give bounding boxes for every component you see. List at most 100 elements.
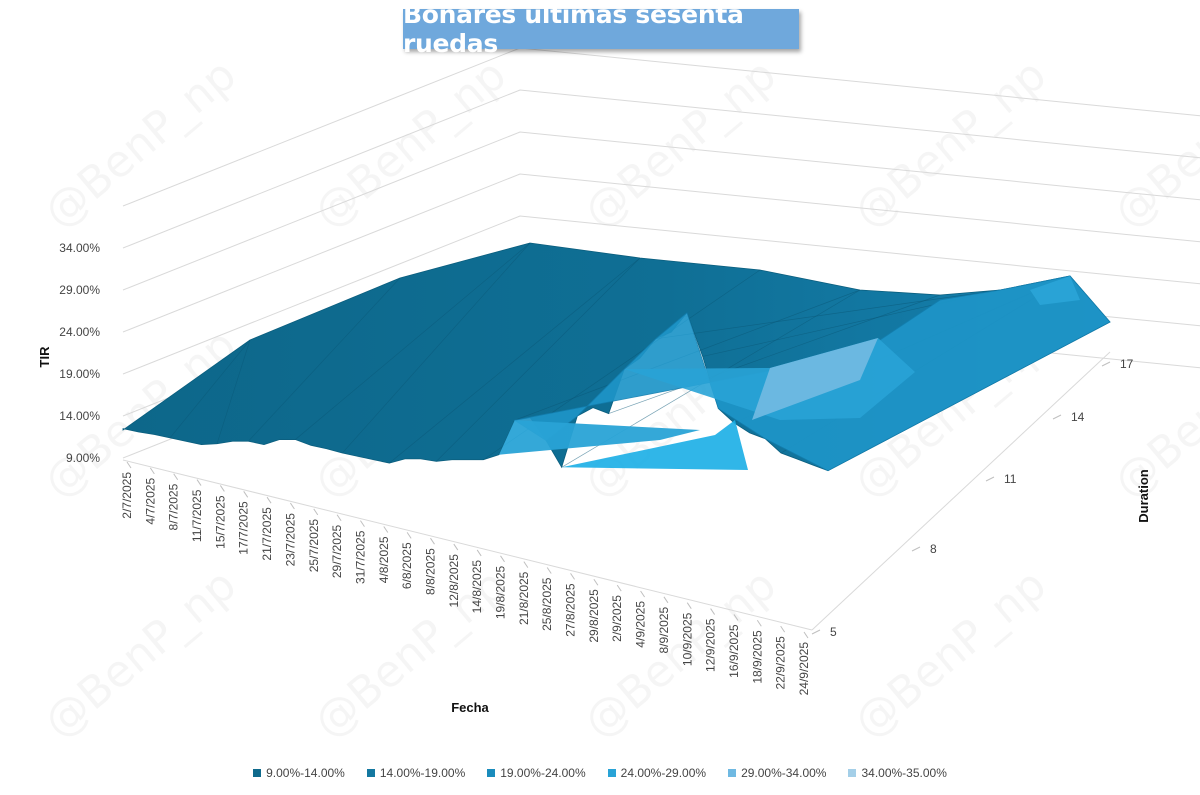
- chart-legend: 9.00%-14.00% 14.00%-19.00% 19.00%-24.00% 24…: [0, 766, 1200, 780]
- fecha-tick-mark: [523, 561, 529, 568]
- chart-title-box: Bonares últimas sesenta ruedas: [403, 0, 799, 58]
- duration-axis-title: Duration: [1136, 469, 1151, 523]
- fecha-tick-mark: [149, 467, 155, 475]
- fecha-axis-line: [122, 459, 813, 631]
- fecha-tick-label: 23/7/2025: [283, 513, 297, 567]
- fecha-tick-mark: [360, 520, 365, 527]
- surface-peak-band: [561, 420, 748, 470]
- fecha-tick-label: 24/9/2025: [797, 642, 811, 696]
- legend-swatch: [253, 769, 262, 777]
- fecha-tick-mark: [173, 473, 179, 481]
- duration-axis-line: [811, 351, 1111, 631]
- duration-tick-mark: [985, 476, 995, 482]
- fecha-tick-label: 29/7/2025: [330, 524, 344, 578]
- fecha-tick-mark: [313, 508, 319, 516]
- fecha-tick-mark: [266, 496, 272, 504]
- duration-tick-mark: [1052, 414, 1062, 420]
- watermark-text: @BenP_np: [1104, 49, 1200, 238]
- duration-tick-mark: [911, 546, 921, 552]
- surface-ridge: [342, 242, 531, 454]
- fecha-tick-mark: [500, 555, 505, 563]
- fecha-tick-label: 22/9/2025: [774, 636, 788, 690]
- surface-peak-band: [1030, 276, 1080, 305]
- fecha-tick-mark: [616, 584, 622, 592]
- duration-axis-ticks: 5 8 11 14 17: [811, 351, 1134, 639]
- surface-ridge: [169, 339, 251, 439]
- fecha-tick-mark: [780, 625, 786, 633]
- fecha-tick-label: 29/8/2025: [587, 589, 601, 643]
- legend-swatch: [487, 769, 496, 777]
- fecha-tick-mark: [406, 532, 412, 539]
- legend-label: 9.00%-14.00%: [266, 766, 345, 780]
- watermark-text: @BenP_np: [304, 49, 516, 238]
- surface-ridge: [216, 339, 251, 444]
- legend-label: 34.00%-35.00%: [861, 766, 947, 780]
- duration-tick-label: 11: [1004, 472, 1017, 486]
- watermark-text: @BenP_np: [34, 559, 246, 748]
- duration-tick-label: 5: [830, 625, 837, 639]
- duration-tick-label: 14: [1071, 410, 1085, 424]
- surface-ridge: [389, 257, 641, 464]
- fecha-tick-mark: [243, 491, 249, 498]
- watermark-text: @BenP_np: [844, 559, 1056, 748]
- duration-tick-label: 8: [930, 542, 937, 556]
- gridline: [122, 215, 1200, 375]
- legend-item: 19.00%-24.00%: [487, 766, 586, 780]
- fecha-tick-mark: [756, 619, 762, 627]
- legend-item: 9.00%-14.00%: [253, 766, 345, 780]
- surface-ridge: [248, 277, 401, 442]
- fecha-tick-label: 4/8/2025: [377, 536, 391, 583]
- tir-axis-title: TIR: [37, 346, 52, 368]
- fecha-tick-mark: [546, 567, 552, 574]
- fecha-tick-label: 31/7/2025: [353, 530, 367, 584]
- surface-ridge: [608, 294, 941, 414]
- fecha-tick-label: 8/9/2025: [657, 607, 671, 654]
- surface-ridge: [436, 257, 641, 462]
- fecha-tick-label: 21/7/2025: [260, 507, 274, 561]
- chart-title: Bonares últimas sesenta ruedas: [403, 0, 744, 58]
- fecha-tick-label: 2/9/2025: [610, 595, 624, 642]
- tir-tick-label: 9.00%: [66, 451, 100, 465]
- fecha-tick-mark: [593, 578, 599, 586]
- fecha-tick-label: 27/8/2025: [564, 583, 578, 637]
- duration-tick-label: 17: [1120, 357, 1134, 371]
- legend-label: 14.00%-19.00%: [379, 766, 466, 780]
- fecha-tick-label: 25/7/2025: [307, 519, 321, 573]
- fecha-tick-label: 2/7/2025: [120, 472, 134, 519]
- fecha-tick-label: 6/8/2025: [400, 542, 414, 589]
- tir-tick-label: 24.00%: [59, 325, 100, 339]
- fecha-tick-label: 11/7/2025: [190, 489, 204, 542]
- tir-tick-label: 14.00%: [59, 409, 100, 423]
- legend-item: 24.00%-29.00%: [607, 766, 706, 780]
- legend-item: 14.00%-19.00%: [366, 766, 466, 780]
- fecha-axis-title: Fecha: [451, 700, 489, 715]
- fecha-tick-mark: [196, 479, 202, 486]
- legend-item: 29.00%-34.00%: [728, 766, 826, 780]
- fecha-tick-label: 8/7/2025: [167, 483, 181, 530]
- fecha-tick-mark: [640, 590, 646, 598]
- fecha-tick-label: 17/7/2025: [237, 501, 251, 555]
- legend-swatch: [607, 769, 616, 777]
- surface-peak-band: [499, 420, 700, 455]
- fecha-tick-label: 18/9/2025: [750, 630, 764, 684]
- watermark-text: @BenP_np: [34, 49, 246, 238]
- fecha-tick-label: 21/8/2025: [517, 571, 531, 625]
- tir-axis-ticks: 9.00% 14.00% 19.00% 24.00% 29.00% 34.00%: [59, 241, 100, 465]
- fecha-tick-label: 14/8/2025: [470, 560, 484, 614]
- tir-tick-label: 19.00%: [59, 367, 100, 381]
- fecha-tick-mark: [430, 537, 435, 545]
- fecha-tick-label: 15/7/2025: [213, 495, 227, 549]
- surface-ridge: [655, 289, 1001, 340]
- fecha-tick-mark: [289, 502, 295, 510]
- surface-plot: [122, 242, 1111, 472]
- fecha-tick-label: 4/9/2025: [634, 601, 648, 648]
- fecha-tick-label: 16/9/2025: [727, 624, 741, 678]
- surface-ridge: [295, 242, 531, 440]
- tir-tick-label: 29.00%: [59, 283, 100, 297]
- fecha-tick-mark: [733, 614, 739, 621]
- legend-swatch: [728, 769, 737, 777]
- fecha-tick-mark: [663, 596, 669, 604]
- surface-peak-band: [752, 338, 878, 420]
- fecha-tick-mark: [803, 631, 809, 639]
